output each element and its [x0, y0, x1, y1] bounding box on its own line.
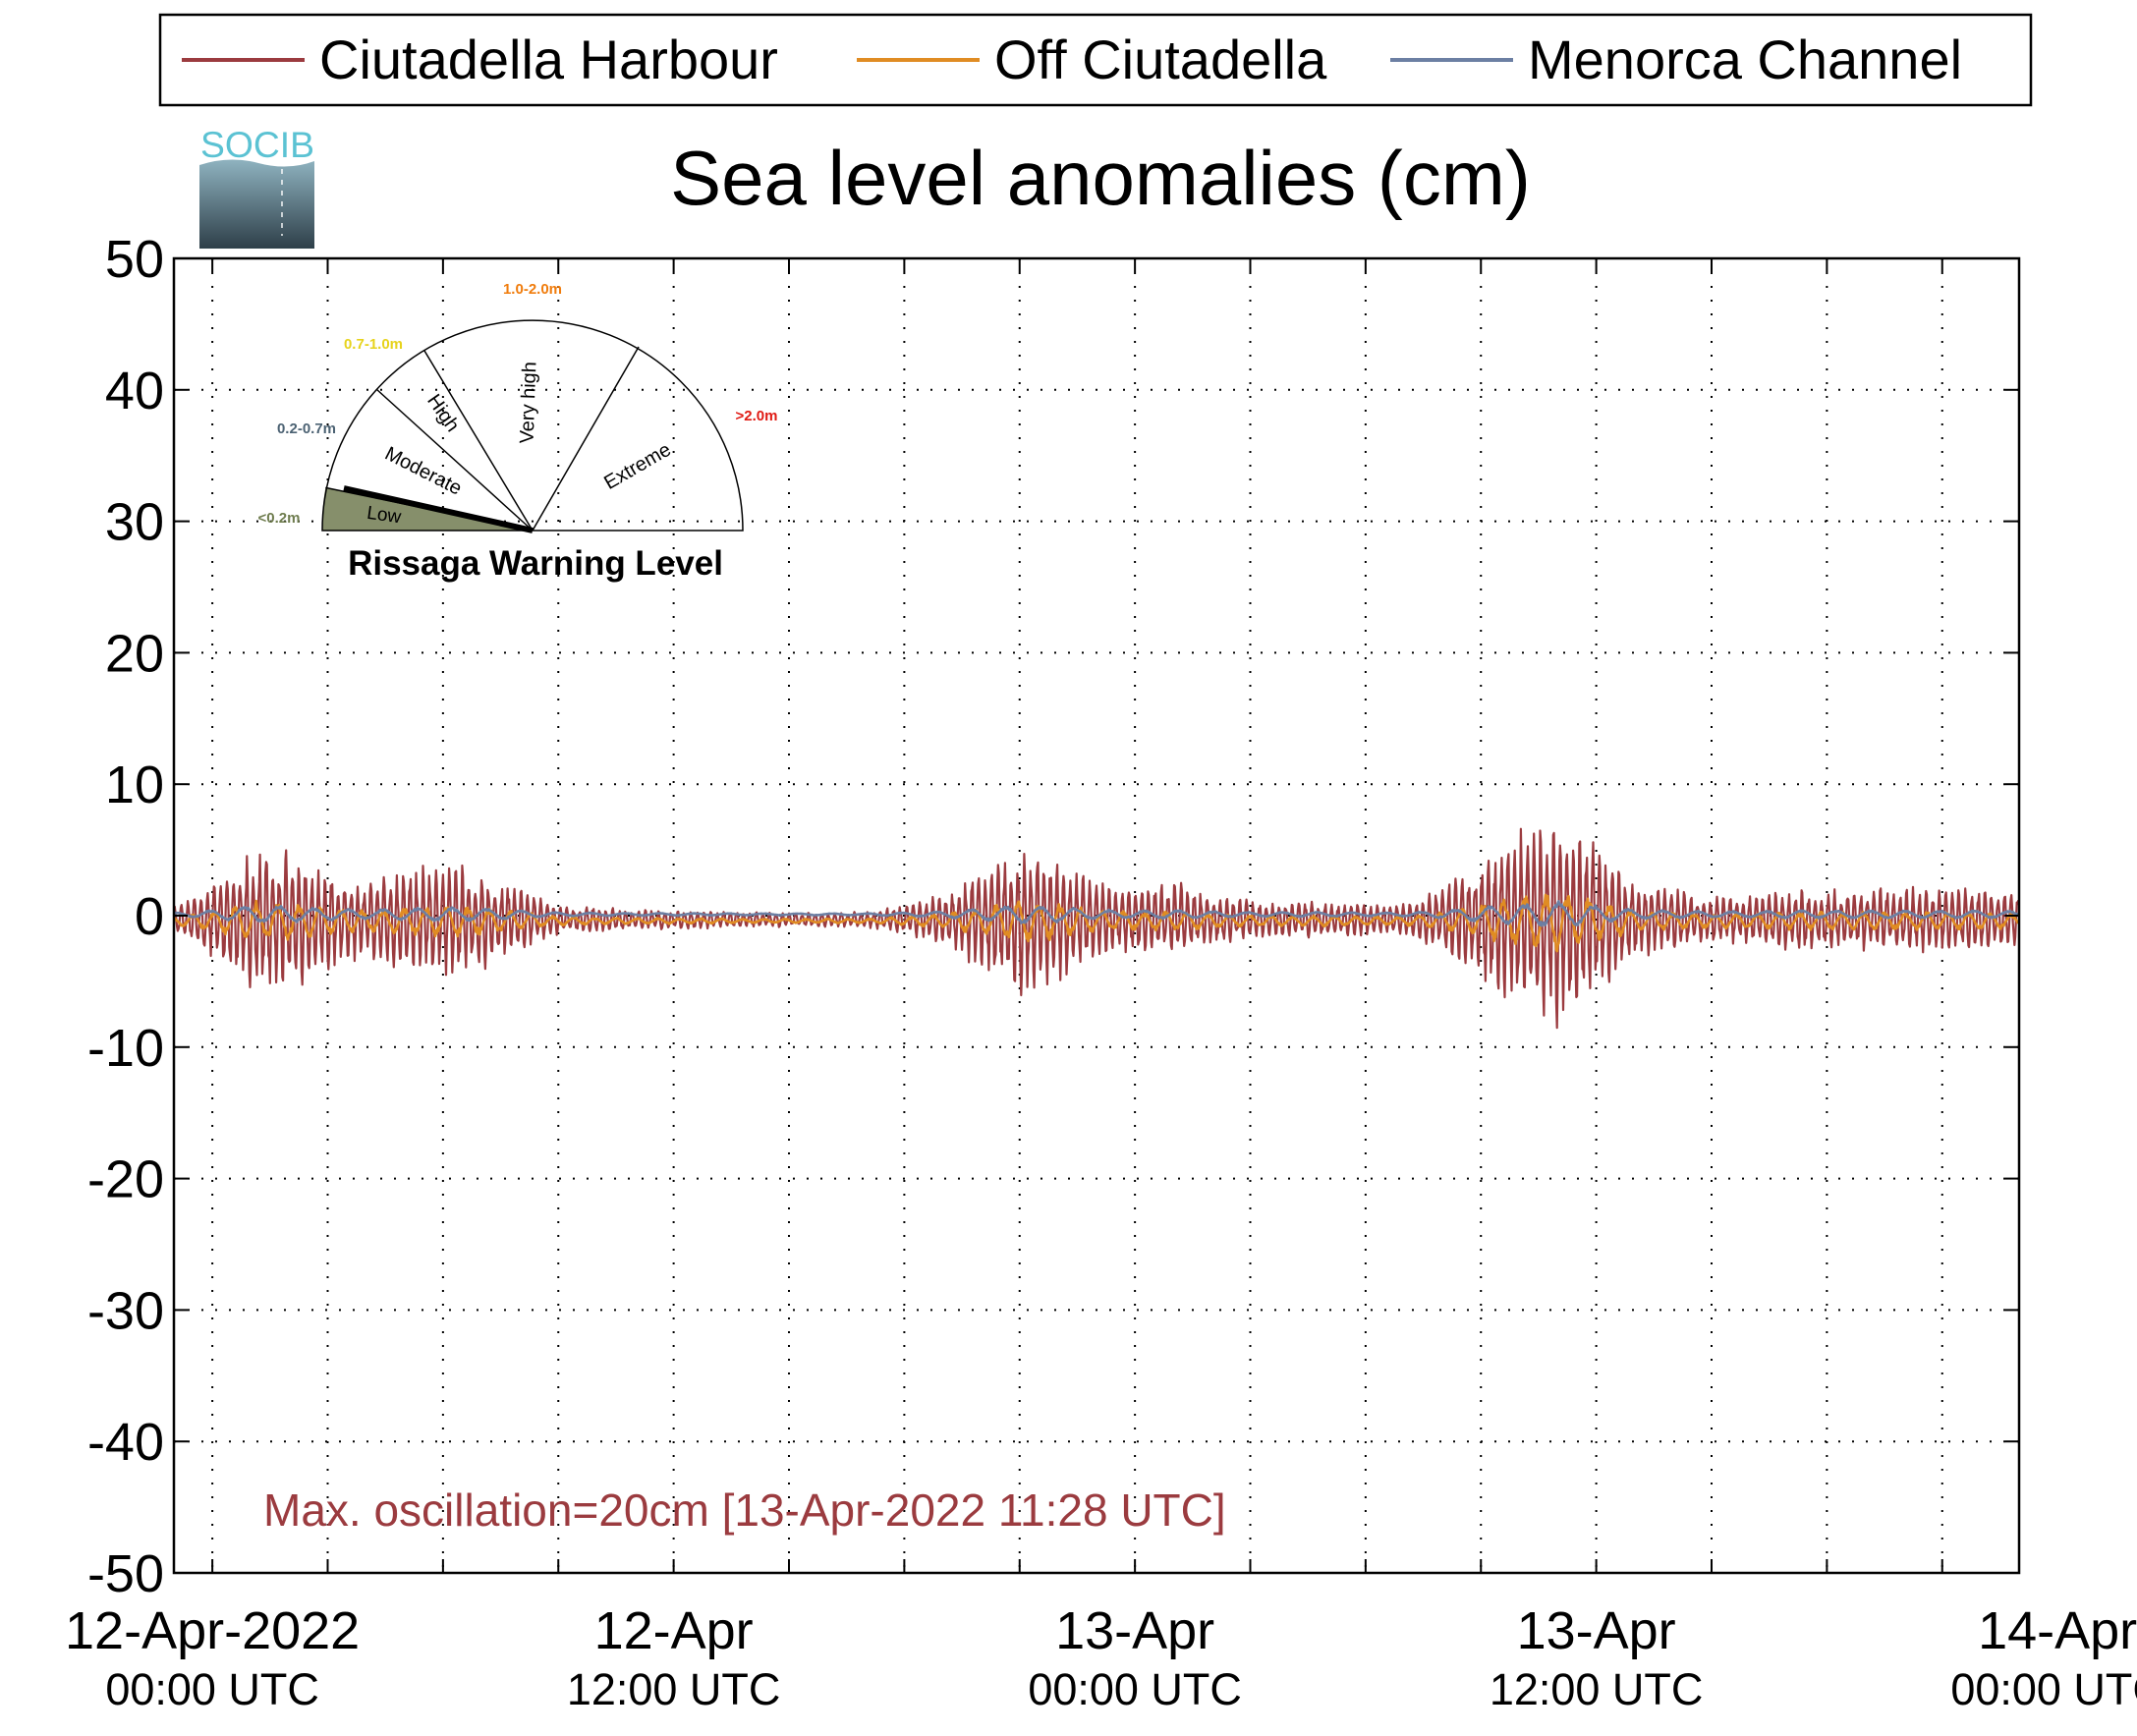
gauge-label-moderate: Moderate [381, 443, 465, 500]
rissaga-warning-gauge: Low Moderate High Very high Extreme <0.2… [258, 281, 778, 583]
series-line-off-ciutadella [173, 893, 2019, 953]
gauge-range-high: 0.7-1.0m [344, 336, 403, 353]
y-tick-label: 0 [135, 887, 164, 946]
legend-label-ciutadella-harbour: Ciutadella Harbour [319, 28, 778, 90]
gauge-label-high: High [422, 390, 464, 435]
y-tick-label: -20 [87, 1150, 164, 1209]
max-oscillation-annotation: Max. oscillation=20cm [13-Apr-2022 11:28… [263, 1484, 1226, 1536]
gauge-label-low: Low [366, 503, 403, 529]
gauge-range-low: <0.2m [258, 510, 301, 527]
series-line-ciutadella-harbour [172, 827, 2020, 1030]
gauge-label-very-high: Very high [517, 362, 541, 444]
series-line-menorca-channel [173, 900, 2019, 927]
y-tick-label: 10 [105, 756, 164, 814]
gauge-needle [343, 485, 534, 533]
gauge-divider-2 [375, 388, 534, 532]
x-tick-label-date: 14-Apr [1978, 1601, 2137, 1660]
y-tick-label: 40 [105, 362, 164, 420]
y-tick-label: -40 [87, 1413, 164, 1472]
x-tick-label-time: 12:00 UTC [567, 1664, 781, 1714]
x-tick-label-time: 00:00 UTC [1950, 1664, 2137, 1714]
socib-logo-text: SOCIB [200, 125, 314, 165]
gauge-range-very-high: 1.0-2.0m [503, 281, 562, 298]
x-tick-label-date: 13-Apr [1055, 1601, 1214, 1660]
socib-logo-wave-icon [199, 159, 314, 249]
legend-label-menorca-channel: Menorca Channel [1528, 28, 1962, 90]
gauge-title: Rissaga Warning Level [348, 544, 723, 583]
y-tick-label: 20 [105, 624, 164, 683]
socib-logo: SOCIB [199, 125, 314, 249]
chart-title: Sea level anomalies (cm) [670, 135, 1531, 221]
y-tick-label: -30 [87, 1281, 164, 1340]
x-tick-label-time: 00:00 UTC [105, 1664, 319, 1714]
legend: Ciutadella Harbour Off Ciutadella Menorc… [158, 13, 2033, 107]
series-layer [172, 827, 2020, 1030]
x-tick-label-date: 12-Apr-2022 [65, 1601, 360, 1660]
x-tick-label-time: 00:00 UTC [1028, 1664, 1242, 1714]
y-tick-label: 30 [105, 493, 164, 552]
gauge-label-extreme: Extreme [600, 439, 674, 494]
y-tick-label: -10 [87, 1019, 164, 1078]
legend-label-off-ciutadella: Off Ciutadella [994, 28, 1327, 90]
legend-box [158, 13, 2033, 107]
x-tick-label-time: 12:00 UTC [1490, 1664, 1704, 1714]
x-tick-label-date: 13-Apr [1517, 1601, 1676, 1660]
y-tick-label: -50 [87, 1544, 164, 1603]
gauge-divider-4 [532, 346, 640, 532]
y-axis: 50 40 30 20 10 0 -10 -20 -30 -40 -50 [87, 230, 2019, 1603]
gauge-range-extreme: >2.0m [736, 408, 778, 424]
grid [174, 258, 2019, 1573]
gauge-outline [321, 319, 744, 532]
x-tick-label-date: 12-Apr [594, 1601, 754, 1660]
gauge-divider-3 [423, 350, 534, 532]
gauge-range-moderate: 0.2-0.7m [277, 420, 336, 437]
y-tick-label: 50 [105, 230, 164, 289]
